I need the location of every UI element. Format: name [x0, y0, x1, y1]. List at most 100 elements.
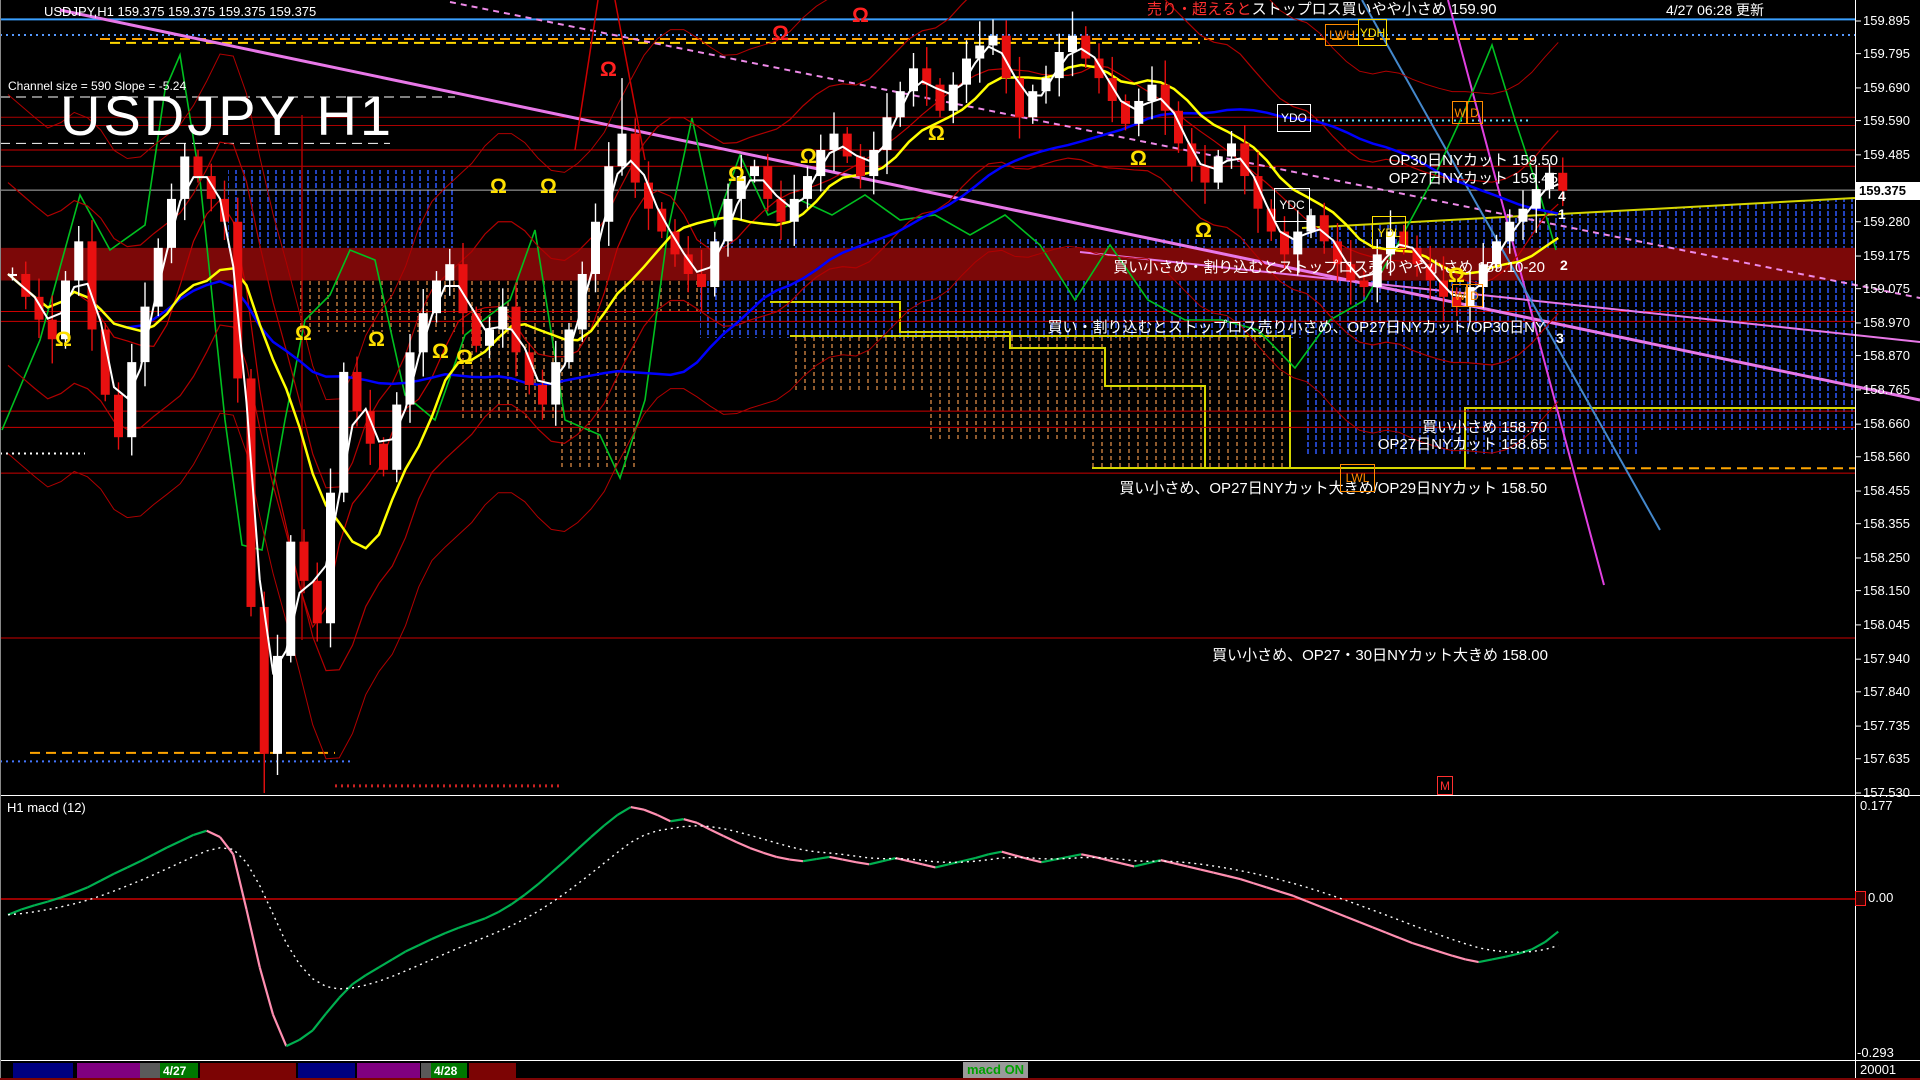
macd-zero-label: 0.00 — [1868, 890, 1894, 905]
chart-object-box[interactable]: D — [1466, 284, 1483, 307]
price-axis-label: 159.895 — [1863, 13, 1910, 28]
chart-object-box[interactable]: YDL — [1372, 216, 1406, 249]
candle — [1094, 58, 1104, 79]
macd-line-segment — [988, 850, 1002, 856]
macd-line-segment — [829, 855, 843, 861]
chart-object-box[interactable]: LWL — [1340, 464, 1375, 492]
omega-symbol: Ω — [55, 328, 72, 351]
timeline-segment — [13, 1063, 73, 1078]
macd-line-segment — [1081, 853, 1095, 859]
yellow-ma — [7, 63, 1559, 550]
candle — [1253, 176, 1263, 209]
price-axis-label: 158.765 — [1863, 381, 1910, 397]
macd-line-segment — [696, 821, 711, 831]
chart-object-box[interactable]: YDH — [1358, 19, 1387, 46]
candle — [273, 655, 282, 754]
omega-symbol: Ω — [1448, 264, 1465, 287]
macd-line-segment — [1041, 858, 1055, 864]
jp-annotation[interactable]: 買い小さめ・割り込むとストップロス売りやや小さめ 159.10-20 — [1113, 259, 1545, 276]
macd-indicator-label: H1 macd (12) — [7, 800, 86, 815]
chart-object-box[interactable]: YDC — [1274, 188, 1310, 222]
candle — [1359, 280, 1369, 288]
chart-object-box[interactable]: LWH — [1325, 24, 1359, 46]
chart-object-box[interactable]: D — [1466, 101, 1483, 124]
macd-line-segment — [471, 917, 486, 925]
candle — [1346, 264, 1356, 281]
envelope-lower — [7, 157, 1559, 672]
macd-line-segment — [73, 886, 88, 894]
macd-line-segment — [1027, 857, 1042, 864]
candle — [206, 176, 216, 199]
price-axis-label: 159.795 — [1863, 45, 1910, 61]
jp-annotation[interactable]: 買い・割り込むとストップロス売り小さめ、OP27日NYカット/OP30日NY — [1047, 319, 1545, 336]
omega-symbol: Ω — [772, 22, 789, 45]
timeline-segment — [140, 1063, 160, 1078]
candle — [458, 264, 468, 314]
macd-line-segment — [1306, 900, 1321, 908]
candle — [1439, 280, 1448, 297]
macd-line-segment — [484, 911, 499, 920]
macd-line-segment — [789, 858, 804, 863]
macd-line-segment — [7, 908, 22, 916]
wave-number-label: 4 — [1558, 188, 1566, 204]
macd-line-segment — [630, 805, 645, 811]
candle — [1240, 143, 1250, 177]
jp-annotation[interactable]: 買い小さめ 158.70 — [1421, 419, 1547, 436]
candle — [233, 221, 243, 379]
candle — [47, 319, 57, 340]
macd-line-segment — [935, 863, 950, 869]
macd-line-segment — [908, 860, 923, 866]
macd-line-segment — [351, 974, 367, 986]
macd-line-segment — [285, 1038, 300, 1048]
macd-line-segment — [510, 893, 526, 906]
candle — [1028, 91, 1038, 118]
omega-symbol: Ω — [800, 145, 817, 168]
chart-object-box[interactable]: W — [1452, 101, 1468, 124]
price-axis-label: 159.590 — [1863, 112, 1910, 128]
price-axis-label: 158.045 — [1863, 616, 1910, 632]
candle — [432, 280, 441, 314]
chart-object-box[interactable]: YDO — [1277, 104, 1311, 132]
macd-line-segment — [550, 860, 566, 874]
candle — [750, 166, 759, 177]
chart-object-box[interactable]: W — [1452, 284, 1468, 307]
price-axis-label: 159.485 — [1863, 146, 1910, 162]
macd-line-segment — [418, 937, 433, 947]
candle — [1306, 215, 1316, 232]
candle — [339, 371, 349, 493]
candle — [87, 241, 97, 330]
candle — [1227, 143, 1236, 157]
macd-on-badge[interactable]: macd ON — [963, 1062, 1029, 1078]
jp-annotation[interactable]: OP30日NYカット 159.50 — [1388, 152, 1558, 169]
omega-symbol: Ω — [728, 163, 745, 186]
macd-line-segment — [179, 833, 194, 843]
candle — [1425, 264, 1435, 281]
macd-line-segment — [577, 836, 592, 850]
candle — [498, 306, 508, 330]
macd-line-segment — [749, 847, 764, 854]
price-axis-label: 159.175 — [1863, 248, 1910, 264]
macd-line-segment — [311, 1012, 327, 1032]
macd-line-segment — [590, 824, 605, 838]
price-axis-label: 157.840 — [1863, 683, 1910, 699]
candle — [286, 541, 296, 656]
candle — [1492, 241, 1501, 265]
jp-annotation[interactable]: OP27日NYカット 159.45 — [1388, 170, 1558, 187]
candle — [418, 313, 428, 353]
chart-object-box[interactable]: M — [1437, 776, 1453, 795]
jp-annotation[interactable]: OP27日NYカット 158.65 — [1377, 436, 1547, 453]
candle — [723, 198, 733, 242]
macd-line-segment — [1504, 952, 1519, 958]
candle — [445, 264, 455, 281]
macd-line-segment — [709, 828, 724, 837]
candle — [61, 280, 70, 340]
jp-annotation[interactable]: 買い小さめ、OP27・30日NYカット大きめ 158.00 — [1212, 647, 1548, 664]
jp-annotation[interactable]: 買い小さめ、OP27日NYカット大きめ/OP29日NYカット 158.50 — [1119, 480, 1547, 497]
candle — [1015, 78, 1024, 118]
omega-symbol: Ω — [432, 340, 449, 363]
sell-annotation[interactable]: 売り・超えるとストップロス買いやや小さめ 159.90 — [1147, 2, 1497, 17]
candle — [1266, 208, 1276, 232]
candle — [736, 176, 746, 199]
candle — [485, 329, 494, 346]
